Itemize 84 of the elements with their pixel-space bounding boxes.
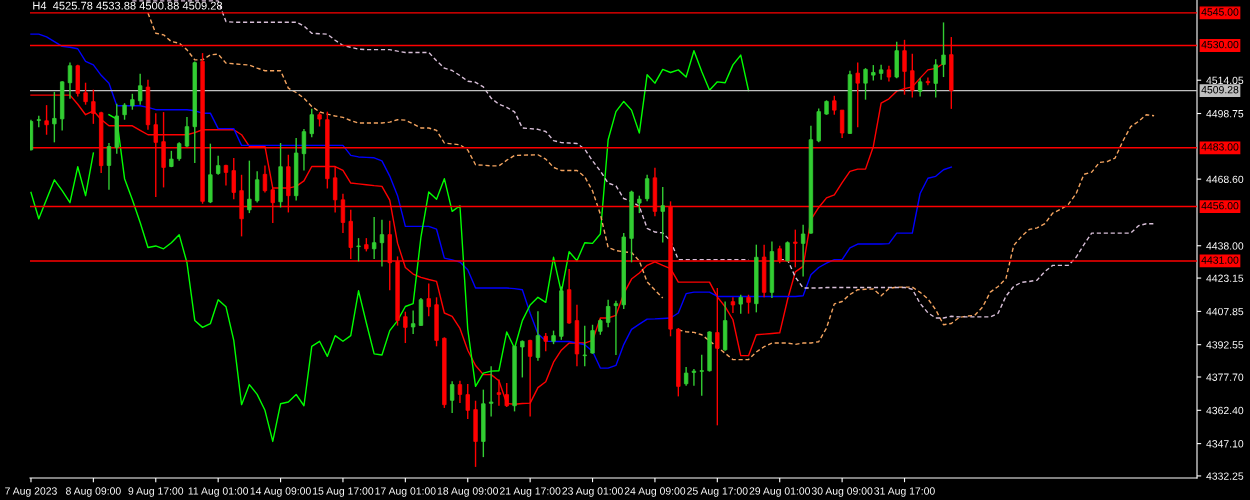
y-tick-label: 4407.85 bbox=[1206, 307, 1244, 316]
ref-line-label: 4509.28 bbox=[1201, 86, 1239, 94]
candlestick bbox=[262, 164, 268, 194]
candlestick bbox=[488, 365, 494, 418]
x-tick-label: 8 Aug 09:00 bbox=[66, 487, 121, 497]
x-tick-label: 25 Aug 17:00 bbox=[687, 487, 748, 497]
candlestick bbox=[137, 73, 143, 106]
candlestick bbox=[449, 380, 455, 414]
x-tick-label: 31 Aug 17:00 bbox=[874, 487, 935, 497]
candlestick bbox=[67, 61, 73, 100]
candlestick bbox=[590, 324, 595, 355]
candlestick bbox=[738, 294, 743, 315]
candlestick bbox=[426, 282, 431, 317]
y-tick-label: 4347.10 bbox=[1206, 440, 1244, 448]
y-tick-label: 4392.55 bbox=[1206, 341, 1244, 349]
candlestick bbox=[746, 294, 751, 315]
candlestick bbox=[176, 141, 182, 162]
x-tick-label: 11 Aug 01:00 bbox=[188, 487, 249, 497]
x-tick-label: 18 Aug 09:00 bbox=[437, 487, 499, 497]
candlestick bbox=[613, 300, 619, 356]
candlestick bbox=[83, 82, 88, 106]
x-tick-label: 17 Aug 01:00 bbox=[375, 487, 436, 497]
line-series bbox=[30, 33, 953, 369]
x-tick-label: 14 Aug 09:00 bbox=[250, 487, 311, 497]
candlestick bbox=[301, 128, 307, 172]
candlestick bbox=[184, 116, 190, 149]
x-tick-label: 29 Aug 01:00 bbox=[749, 487, 811, 497]
x-tick-label: 24 Aug 09:00 bbox=[624, 487, 686, 497]
ref-line-label: 4530.00 bbox=[1201, 40, 1239, 49]
x-tick-label: 23 Aug 01:00 bbox=[562, 487, 623, 497]
candlestick bbox=[839, 109, 845, 139]
candlestick bbox=[356, 237, 361, 263]
candlestick bbox=[699, 354, 704, 397]
candlestick bbox=[855, 61, 860, 129]
candlestick bbox=[371, 216, 377, 260]
ref-line-label: 4431.00 bbox=[1201, 256, 1239, 264]
candlestick bbox=[215, 155, 221, 176]
y-tick-label: 4468.60 bbox=[1206, 175, 1244, 184]
candlestick bbox=[410, 309, 416, 335]
y-tick-label: 4514.05 bbox=[1206, 76, 1244, 85]
x-tick-label: 30 Aug 09:00 bbox=[811, 487, 873, 497]
candlestick bbox=[309, 108, 314, 138]
candlestick bbox=[535, 310, 541, 362]
candlestick bbox=[543, 332, 548, 353]
candlestick bbox=[878, 64, 884, 81]
candlestick bbox=[520, 339, 525, 379]
candlestick bbox=[457, 380, 463, 404]
ref-line-label: 4456.00 bbox=[1201, 201, 1239, 210]
ref-line-label: 4483.00 bbox=[1201, 143, 1239, 151]
candlestick bbox=[605, 299, 611, 329]
candlestick bbox=[863, 67, 868, 101]
candlestick bbox=[465, 383, 470, 420]
candlestick bbox=[683, 366, 689, 387]
candlestick bbox=[644, 174, 650, 203]
candlestick bbox=[800, 223, 806, 278]
y-tick-label: 4332.25 bbox=[1206, 472, 1244, 480]
candlestick bbox=[832, 95, 837, 116]
chart-title: H4 4525.78 4533.88 4500.88 4509.28 bbox=[33, 1, 223, 10]
candlestick bbox=[933, 58, 938, 99]
candlestick bbox=[941, 21, 946, 78]
candlestick bbox=[52, 91, 57, 144]
candlestick bbox=[91, 88, 96, 125]
y-tick-label: 4498.75 bbox=[1206, 110, 1244, 118]
candlestick bbox=[379, 218, 385, 268]
y-tick-label: 4423.15 bbox=[1206, 274, 1244, 282]
candlestick bbox=[254, 170, 260, 204]
candlestick bbox=[231, 157, 236, 200]
candlestick bbox=[691, 368, 697, 387]
candlestick bbox=[660, 186, 665, 244]
candlestick bbox=[730, 296, 736, 314]
candlestick bbox=[917, 77, 923, 98]
candlestick bbox=[44, 104, 49, 136]
y-tick-label: 4438.00 bbox=[1206, 242, 1244, 250]
candlestick bbox=[106, 142, 112, 191]
x-tick-label: 7 Aug 2023 bbox=[5, 487, 57, 497]
candlestick bbox=[403, 311, 408, 344]
candlestick bbox=[247, 159, 252, 214]
y-tick-label: 4362.40 bbox=[1206, 406, 1244, 415]
x-tick-label: 9 Aug 17:00 bbox=[128, 487, 184, 497]
y-tick-label: 4377.70 bbox=[1206, 373, 1244, 381]
x-tick-label: 15 Aug 17:00 bbox=[313, 487, 374, 497]
ref-line-label: 4545.00 bbox=[1201, 8, 1239, 16]
x-tick-label: 21 Aug 17:00 bbox=[499, 487, 561, 497]
candlestick bbox=[582, 324, 587, 368]
